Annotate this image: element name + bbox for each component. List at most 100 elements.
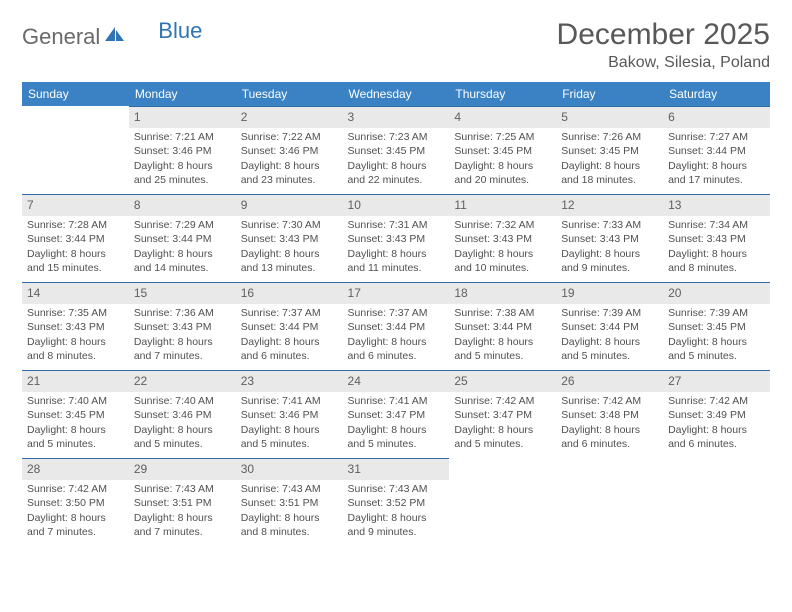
weekday-header: Saturday: [663, 82, 770, 106]
sunset-text: Sunset: 3:45 PM: [348, 144, 445, 158]
day-number: 30: [236, 458, 343, 480]
calendar-day-cell: 4Sunrise: 7:25 AMSunset: 3:45 PMDaylight…: [449, 106, 556, 194]
calendar-day-cell: 29Sunrise: 7:43 AMSunset: 3:51 PMDayligh…: [129, 458, 236, 546]
sunset-text: Sunset: 3:46 PM: [241, 408, 338, 422]
brand-part1: General: [22, 24, 100, 50]
sunset-text: Sunset: 3:45 PM: [561, 144, 658, 158]
weekday-header: Monday: [129, 82, 236, 106]
calendar-day-cell: 6Sunrise: 7:27 AMSunset: 3:44 PMDaylight…: [663, 106, 770, 194]
daylight-text: and 18 minutes.: [561, 173, 658, 187]
sunset-text: Sunset: 3:50 PM: [27, 496, 124, 510]
calendar-header-row: SundayMondayTuesdayWednesdayThursdayFrid…: [22, 82, 770, 106]
calendar-day-cell: 25Sunrise: 7:42 AMSunset: 3:47 PMDayligh…: [449, 370, 556, 458]
daylight-text: Daylight: 8 hours: [454, 335, 551, 349]
daylight-text: and 9 minutes.: [348, 525, 445, 539]
weekday-header: Sunday: [22, 82, 129, 106]
calendar-day-cell: 27Sunrise: 7:42 AMSunset: 3:49 PMDayligh…: [663, 370, 770, 458]
day-details: Sunrise: 7:42 AMSunset: 3:50 PMDaylight:…: [22, 480, 129, 543]
day-number: 3: [343, 106, 450, 128]
day-number: 13: [663, 194, 770, 216]
calendar-day-cell: 24Sunrise: 7:41 AMSunset: 3:47 PMDayligh…: [343, 370, 450, 458]
day-number: 31: [343, 458, 450, 480]
day-number: 18: [449, 282, 556, 304]
daylight-text: and 5 minutes.: [561, 349, 658, 363]
calendar-day-cell: 19Sunrise: 7:39 AMSunset: 3:44 PMDayligh…: [556, 282, 663, 370]
daylight-text: Daylight: 8 hours: [454, 423, 551, 437]
calendar-day-cell: 22Sunrise: 7:40 AMSunset: 3:46 PMDayligh…: [129, 370, 236, 458]
calendar-week-row: 21Sunrise: 7:40 AMSunset: 3:45 PMDayligh…: [22, 370, 770, 458]
daylight-text: Daylight: 8 hours: [27, 335, 124, 349]
sunset-text: Sunset: 3:46 PM: [241, 144, 338, 158]
day-details: Sunrise: 7:30 AMSunset: 3:43 PMDaylight:…: [236, 216, 343, 279]
daylight-text: and 14 minutes.: [134, 261, 231, 275]
sunrise-text: Sunrise: 7:42 AM: [668, 394, 765, 408]
day-details: Sunrise: 7:37 AMSunset: 3:44 PMDaylight:…: [343, 304, 450, 367]
day-number: 6: [663, 106, 770, 128]
calendar-day-cell: 15Sunrise: 7:36 AMSunset: 3:43 PMDayligh…: [129, 282, 236, 370]
page-header: General Blue December 2025 Bakow, Silesi…: [22, 18, 770, 72]
day-details: Sunrise: 7:42 AMSunset: 3:47 PMDaylight:…: [449, 392, 556, 455]
calendar-day-cell: 17Sunrise: 7:37 AMSunset: 3:44 PMDayligh…: [343, 282, 450, 370]
day-details: Sunrise: 7:23 AMSunset: 3:45 PMDaylight:…: [343, 128, 450, 191]
daylight-text: and 8 minutes.: [241, 525, 338, 539]
calendar-day-cell: 23Sunrise: 7:41 AMSunset: 3:46 PMDayligh…: [236, 370, 343, 458]
calendar-day-cell: 12Sunrise: 7:33 AMSunset: 3:43 PMDayligh…: [556, 194, 663, 282]
day-number: 8: [129, 194, 236, 216]
sunset-text: Sunset: 3:43 PM: [668, 232, 765, 246]
calendar-day-cell: 14Sunrise: 7:35 AMSunset: 3:43 PMDayligh…: [22, 282, 129, 370]
calendar-day-cell: 7Sunrise: 7:28 AMSunset: 3:44 PMDaylight…: [22, 194, 129, 282]
daylight-text: Daylight: 8 hours: [561, 247, 658, 261]
sunset-text: Sunset: 3:44 PM: [134, 232, 231, 246]
day-number: 19: [556, 282, 663, 304]
sunrise-text: Sunrise: 7:30 AM: [241, 218, 338, 232]
sunset-text: Sunset: 3:47 PM: [454, 408, 551, 422]
daylight-text: and 8 minutes.: [668, 261, 765, 275]
weekday-header: Tuesday: [236, 82, 343, 106]
daylight-text: Daylight: 8 hours: [241, 423, 338, 437]
calendar-day-cell: 21Sunrise: 7:40 AMSunset: 3:45 PMDayligh…: [22, 370, 129, 458]
day-number: 15: [129, 282, 236, 304]
daylight-text: Daylight: 8 hours: [561, 159, 658, 173]
day-number: 28: [22, 458, 129, 480]
sail-icon: [104, 26, 126, 49]
day-details: Sunrise: 7:43 AMSunset: 3:51 PMDaylight:…: [236, 480, 343, 543]
sunrise-text: Sunrise: 7:40 AM: [27, 394, 124, 408]
daylight-text: Daylight: 8 hours: [134, 511, 231, 525]
day-number: 10: [343, 194, 450, 216]
daylight-text: and 22 minutes.: [348, 173, 445, 187]
sunrise-text: Sunrise: 7:21 AM: [134, 130, 231, 144]
sunset-text: Sunset: 3:44 PM: [668, 144, 765, 158]
daylight-text: Daylight: 8 hours: [454, 159, 551, 173]
daylight-text: and 10 minutes.: [454, 261, 551, 275]
sunset-text: Sunset: 3:51 PM: [134, 496, 231, 510]
daylight-text: and 7 minutes.: [134, 349, 231, 363]
sunset-text: Sunset: 3:44 PM: [454, 320, 551, 334]
sunrise-text: Sunrise: 7:22 AM: [241, 130, 338, 144]
daylight-text: and 5 minutes.: [454, 437, 551, 451]
sunset-text: Sunset: 3:48 PM: [561, 408, 658, 422]
day-number: 16: [236, 282, 343, 304]
sunrise-text: Sunrise: 7:43 AM: [134, 482, 231, 496]
daylight-text: and 20 minutes.: [454, 173, 551, 187]
day-details: Sunrise: 7:38 AMSunset: 3:44 PMDaylight:…: [449, 304, 556, 367]
day-details: Sunrise: 7:42 AMSunset: 3:49 PMDaylight:…: [663, 392, 770, 455]
calendar-day-cell: 28Sunrise: 7:42 AMSunset: 3:50 PMDayligh…: [22, 458, 129, 546]
calendar-day-cell: [449, 458, 556, 546]
day-details: Sunrise: 7:37 AMSunset: 3:44 PMDaylight:…: [236, 304, 343, 367]
day-number: 4: [449, 106, 556, 128]
sunset-text: Sunset: 3:43 PM: [348, 232, 445, 246]
sunrise-text: Sunrise: 7:41 AM: [348, 394, 445, 408]
sunset-text: Sunset: 3:49 PM: [668, 408, 765, 422]
day-details: Sunrise: 7:32 AMSunset: 3:43 PMDaylight:…: [449, 216, 556, 279]
day-details: Sunrise: 7:43 AMSunset: 3:52 PMDaylight:…: [343, 480, 450, 543]
day-details: Sunrise: 7:40 AMSunset: 3:45 PMDaylight:…: [22, 392, 129, 455]
sunrise-text: Sunrise: 7:37 AM: [348, 306, 445, 320]
sunrise-text: Sunrise: 7:39 AM: [561, 306, 658, 320]
sunrise-text: Sunrise: 7:32 AM: [454, 218, 551, 232]
day-details: Sunrise: 7:39 AMSunset: 3:44 PMDaylight:…: [556, 304, 663, 367]
day-details: Sunrise: 7:31 AMSunset: 3:43 PMDaylight:…: [343, 216, 450, 279]
daylight-text: and 5 minutes.: [241, 437, 338, 451]
calendar-day-cell: 18Sunrise: 7:38 AMSunset: 3:44 PMDayligh…: [449, 282, 556, 370]
weekday-header: Thursday: [449, 82, 556, 106]
calendar-day-cell: 9Sunrise: 7:30 AMSunset: 3:43 PMDaylight…: [236, 194, 343, 282]
